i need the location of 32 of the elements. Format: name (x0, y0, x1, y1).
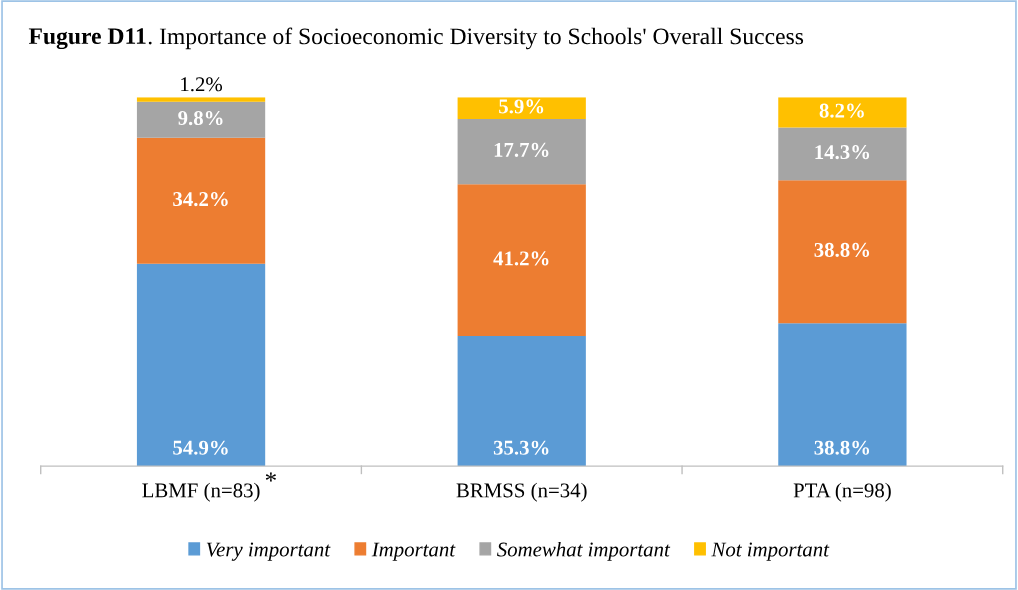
x-tick-label: BRMSS (n=34) (456, 482, 587, 502)
bar (778, 323, 907, 467)
legend-label: Somewhat important (497, 541, 671, 561)
data-label: 35.3% (493, 440, 549, 455)
legend-label: Very important (206, 542, 331, 561)
data-label: 9.8% (178, 110, 223, 126)
bar (457, 119, 586, 185)
chart-title: Fugure D11. Importance of Socioeconomic Diversity to Schools' Overall Success (28, 27, 804, 50)
legend-label: Not important (711, 542, 830, 561)
data-label: 14.3% (815, 145, 870, 160)
data-label: 8.2% (819, 103, 864, 118)
bar (136, 101, 266, 138)
bar (778, 127, 907, 181)
bar (136, 97, 266, 102)
bar (136, 263, 266, 467)
bar (457, 184, 586, 337)
x-tick-label: PTA (n=98) (793, 482, 891, 502)
data-label: 38.8% (814, 440, 870, 455)
bar (457, 336, 586, 467)
x-tick-label: LBMF (n=83) (142, 482, 260, 502)
data-label: 34.2% (173, 192, 228, 207)
bar (136, 137, 266, 264)
text: * (265, 472, 276, 482)
bar (778, 180, 907, 324)
bar (778, 97, 907, 128)
data-label: 1.2% (181, 77, 223, 92)
legend-label: Important (371, 542, 456, 561)
data-label: 38.8% (814, 242, 870, 258)
data-label: 41.2% (493, 251, 549, 266)
data-label: 17.7% (494, 142, 549, 157)
data-label: 54.9% (173, 440, 228, 455)
data-label: 5.9% (499, 99, 544, 114)
